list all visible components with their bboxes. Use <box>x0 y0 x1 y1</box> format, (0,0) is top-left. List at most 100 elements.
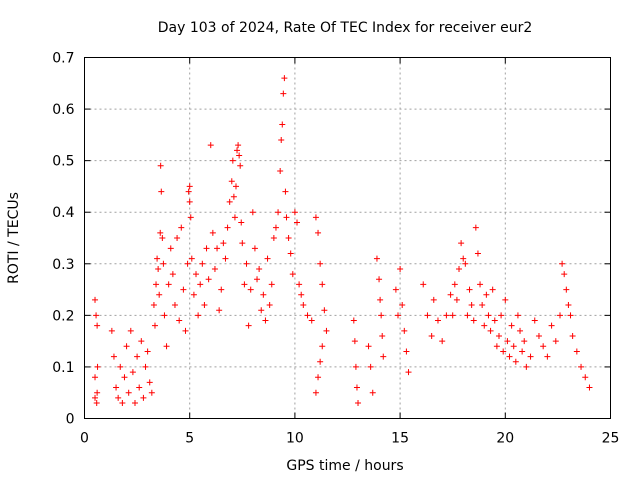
data-point <box>209 229 216 236</box>
data-point <box>156 291 163 298</box>
data-point <box>352 363 359 370</box>
data-point <box>232 183 239 190</box>
data-point <box>94 363 101 370</box>
data-point <box>321 307 328 314</box>
data-point <box>369 389 376 396</box>
data-point <box>430 296 437 303</box>
data-point <box>158 188 165 195</box>
data-point <box>167 245 174 252</box>
data-point <box>535 332 542 339</box>
data-point <box>504 338 511 345</box>
data-point <box>234 147 241 154</box>
data-point <box>176 317 183 324</box>
data-point <box>527 353 534 360</box>
data-point <box>123 343 130 350</box>
data-point <box>319 343 326 350</box>
data-point <box>140 394 147 401</box>
data-point <box>315 229 322 236</box>
data-point <box>238 219 245 226</box>
data-point <box>245 322 252 329</box>
x-tick-label: 25 <box>602 431 620 447</box>
data-point <box>477 281 484 288</box>
data-point <box>548 322 555 329</box>
data-point <box>485 312 492 319</box>
data-point <box>365 343 372 350</box>
data-point <box>93 312 100 319</box>
data-point <box>523 363 530 370</box>
data-point <box>317 260 324 267</box>
data-point <box>439 338 446 345</box>
data-point <box>115 394 122 401</box>
data-point <box>241 281 248 288</box>
data-point <box>498 312 505 319</box>
data-point <box>405 369 412 376</box>
data-point <box>399 302 406 309</box>
data-point <box>229 157 236 164</box>
data-point <box>394 312 401 319</box>
data-point <box>557 312 564 319</box>
data-point <box>154 255 161 262</box>
data-point <box>230 193 237 200</box>
data-point <box>453 296 460 303</box>
data-point <box>377 296 384 303</box>
data-point <box>117 363 124 370</box>
x-tick-label: 20 <box>496 431 514 447</box>
data-point <box>567 312 574 319</box>
data-point <box>207 142 214 149</box>
data-point <box>460 255 467 262</box>
x-tick-label: 5 <box>185 431 194 447</box>
data-point <box>247 286 254 293</box>
data-point <box>127 327 134 334</box>
data-point <box>182 327 189 334</box>
data-point <box>355 400 362 407</box>
data-point <box>203 245 210 252</box>
data-point <box>582 374 589 381</box>
data-point <box>521 338 528 345</box>
data-point <box>500 348 507 355</box>
data-point <box>169 271 176 278</box>
data-point <box>443 312 450 319</box>
data-point <box>178 224 185 231</box>
x-tick-label: 0 <box>80 431 89 447</box>
data-point <box>188 255 195 262</box>
data-point <box>296 281 303 288</box>
data-point <box>508 322 515 329</box>
data-point <box>121 374 128 381</box>
data-point <box>93 400 100 407</box>
data-point <box>151 322 158 329</box>
data-point <box>552 338 559 345</box>
gridlines <box>84 57 611 419</box>
data-point <box>510 343 517 350</box>
data-point <box>559 260 566 267</box>
y-tick-label: 0.3 <box>52 257 74 273</box>
x-tick-label: 10 <box>286 431 304 447</box>
data-point <box>205 276 212 283</box>
data-point <box>466 286 473 293</box>
data-point <box>376 276 383 283</box>
data-point <box>462 260 469 267</box>
data-point <box>237 162 244 169</box>
data-point <box>403 348 410 355</box>
data-point <box>110 353 117 360</box>
data-point <box>142 363 149 370</box>
y-tick-label: 0.1 <box>52 360 74 376</box>
x-axis: 0 5 10 15 20 25 <box>80 57 620 447</box>
data-point <box>258 307 265 314</box>
data-point <box>125 389 132 396</box>
data-point <box>161 312 168 319</box>
data-point <box>540 343 547 350</box>
y-tick-label: 0 <box>66 412 75 428</box>
data-point <box>447 291 454 298</box>
data-point <box>506 353 513 360</box>
data-point <box>517 327 524 334</box>
x-tick-label: 15 <box>391 431 409 447</box>
data-point <box>291 209 298 216</box>
data-point <box>264 255 271 262</box>
data-point <box>502 296 509 303</box>
y-tick-label: 0.6 <box>52 102 74 118</box>
data-point <box>451 281 458 288</box>
data-point <box>171 302 178 309</box>
data-point <box>278 137 285 144</box>
data-point <box>392 286 399 293</box>
y-axis: 0 0.1 0.2 0.3 0.4 0.5 0.6 0.7 <box>52 51 611 428</box>
